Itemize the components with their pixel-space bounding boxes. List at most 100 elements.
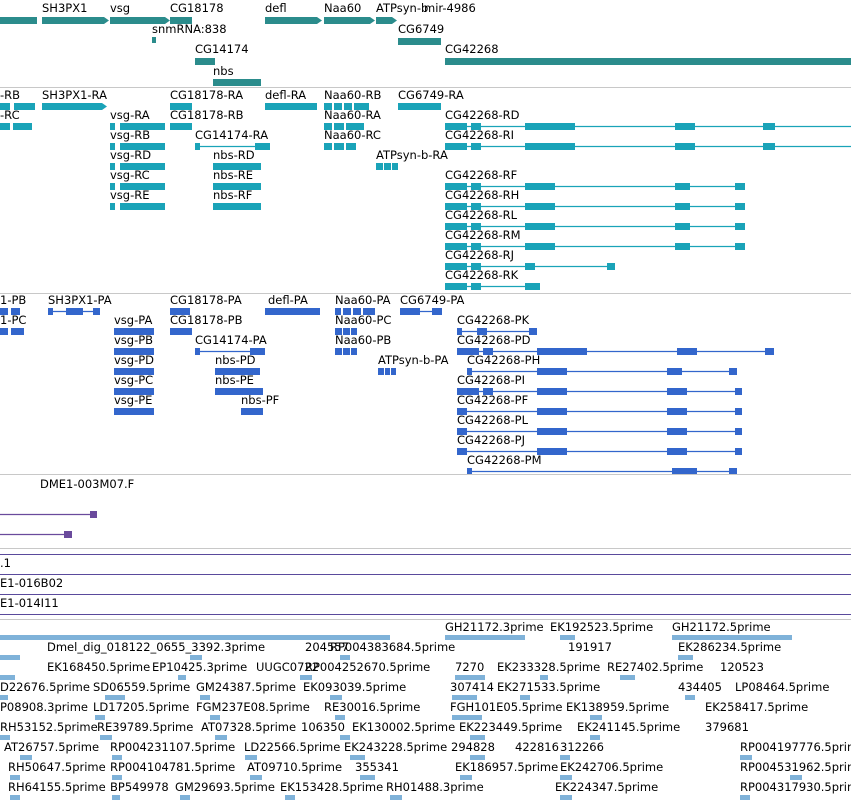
est-alignment[interactable] <box>540 674 556 681</box>
protein-glyph[interactable] <box>457 347 782 356</box>
protein-glyph[interactable] <box>114 347 162 356</box>
protein-glyph[interactable] <box>457 327 545 336</box>
feature-label-rh64155-5prime[interactable]: RH64155.5prime <box>8 780 106 794</box>
feature-label-cg42268-pd[interactable]: CG42268-PD <box>457 333 531 347</box>
est-alignment[interactable] <box>300 674 320 681</box>
feature-label-ld17205-5prime[interactable]: LD17205.5prime <box>93 700 190 714</box>
feature-label-re27402-5prime[interactable]: RE27402.5prime <box>607 660 704 674</box>
feature-label-rp004197776-5prime[interactable]: RP004197776.5prime <box>740 740 851 754</box>
feature-label-at07328-5prime[interactable]: AT07328.5prime <box>201 720 297 734</box>
feature-label-lp08464-5prime[interactable]: LP08464.5prime <box>735 680 830 694</box>
feature-label-bp549978[interactable]: BP549978 <box>110 780 169 794</box>
gene-bar[interactable] <box>0 16 45 25</box>
est-alignment[interactable] <box>95 714 113 721</box>
transcript-glyph[interactable] <box>445 142 851 151</box>
feature-label-106350[interactable]: 106350 <box>301 720 345 734</box>
transcript-glyph[interactable] <box>195 142 278 151</box>
est-alignment[interactable] <box>178 674 194 681</box>
feature-label-312266[interactable]: 312266 <box>560 740 604 754</box>
transcript-glyph[interactable] <box>376 162 406 171</box>
feature-label-defl-ra[interactable]: defl-RA <box>265 88 307 102</box>
est-alignment[interactable] <box>590 734 608 741</box>
gene-bar[interactable] <box>152 36 164 44</box>
feature-label-ek168450-5prime[interactable]: EK168450.5prime <box>47 660 151 674</box>
est-alignment[interactable] <box>210 714 228 721</box>
feature-label-cg42268-ph[interactable]: CG42268-PH <box>467 353 541 367</box>
gene-bar[interactable] <box>398 37 449 46</box>
feature-label-ek153428-5prime[interactable]: EK153428.5prime <box>280 780 384 794</box>
feature-label-cg42268-pi[interactable]: CG42268-PI <box>457 373 526 387</box>
est-alignment[interactable] <box>360 774 383 781</box>
est-alignment[interactable] <box>470 754 493 761</box>
transcript-glyph[interactable] <box>445 242 753 251</box>
feature-label-204557[interactable]: 204557 <box>305 640 349 654</box>
protein-glyph[interactable] <box>170 307 198 316</box>
feature-label-307414[interactable]: 307414 <box>450 680 494 694</box>
est-alignment[interactable] <box>340 654 358 661</box>
gene-bar[interactable] <box>110 16 173 25</box>
est-alignment[interactable] <box>470 734 493 741</box>
feature-label-cg14174-pa[interactable]: CG14174-PA <box>195 333 267 347</box>
est-alignment[interactable] <box>340 734 358 741</box>
cdna-alignment[interactable] <box>0 530 80 539</box>
feature-label-vsg-pe[interactable]: vsg-PE <box>114 393 153 407</box>
feature-label-rh53152-5prime[interactable]: RH53152.5prime <box>0 720 98 734</box>
feature-label-vsg-rb[interactable]: vsg-RB <box>110 128 151 142</box>
est-alignment[interactable] <box>390 794 410 801</box>
transcript-glyph[interactable] <box>0 122 40 131</box>
est-alignment[interactable] <box>740 754 760 761</box>
feature-label-1-pc[interactable]: 1-PC <box>0 313 27 327</box>
feature-label-vsg[interactable]: vsg <box>110 1 131 15</box>
protein-glyph[interactable] <box>378 367 404 376</box>
feature-label-re39789-5prime[interactable]: RE39789.5prime <box>97 720 194 734</box>
feature-label-atpsyn-b[interactable]: ATPsyn-b <box>376 1 429 15</box>
feature-label-fgh101e05-5prime[interactable]: FGH101E05.5prime <box>450 700 563 714</box>
feature-label-cg6749[interactable]: CG6749 <box>398 22 445 36</box>
est-alignment[interactable] <box>20 754 40 761</box>
feature-label-at09710-5prime[interactable]: AT09710.5prime <box>247 760 343 774</box>
gene-bar[interactable] <box>213 78 269 87</box>
feature-label-dme1-003m07-f[interactable]: DME1-003M07.F <box>40 477 135 491</box>
feature-label-rp004231107-5prime[interactable]: RP004231107.5prime <box>110 740 236 754</box>
feature-label-ek130002-5prime[interactable]: EK130002.5prime <box>352 720 456 734</box>
est-alignment[interactable] <box>285 794 303 801</box>
protein-glyph[interactable] <box>215 367 268 376</box>
feature-label-naa60-rc[interactable]: Naa60-RC <box>324 128 381 142</box>
est-alignment[interactable] <box>620 674 643 681</box>
protein-glyph[interactable] <box>114 367 162 376</box>
feature-label-422816[interactable]: 422816 <box>515 740 559 754</box>
feature-label-gh21172-3prime[interactable]: GH21172.3prime <box>445 620 544 634</box>
transcript-glyph[interactable] <box>213 202 269 211</box>
feature-label-cg14174[interactable]: CG14174 <box>195 42 249 56</box>
feature-label-ek224347-5prime[interactable]: EK224347.5prime <box>555 780 659 794</box>
transcript-glyph[interactable] <box>110 122 173 131</box>
feature-label-naa60[interactable]: Naa60 <box>324 1 362 15</box>
protein-glyph[interactable] <box>114 407 162 416</box>
transcript-glyph[interactable] <box>445 202 753 211</box>
feature-label-nbs-pd[interactable]: nbs-PD <box>215 353 256 367</box>
protein-glyph[interactable] <box>114 387 162 396</box>
feature-label-7270[interactable]: 7270 <box>455 660 485 674</box>
feature-label-gh21172-5prime[interactable]: GH21172.5prime <box>672 620 771 634</box>
est-alignment[interactable] <box>190 654 210 661</box>
feature-label-ek192523-5prime[interactable]: EK192523.5prime <box>550 620 654 634</box>
feature-label-atpsyn-b-pa[interactable]: ATPsyn-b-PA <box>378 353 449 367</box>
protein-glyph[interactable] <box>265 307 328 316</box>
feature-label-nbs-pe[interactable]: nbs-PE <box>215 373 254 387</box>
transcript-glyph[interactable] <box>324 142 364 151</box>
est-alignment[interactable] <box>0 674 23 681</box>
feature-label-ld22566-5prime[interactable]: LD22566.5prime <box>244 740 341 754</box>
est-alignment[interactable] <box>560 634 583 641</box>
feature-label-cg42268[interactable]: CG42268 <box>445 42 499 56</box>
transcript-glyph[interactable] <box>110 142 173 151</box>
transcript-glyph[interactable] <box>445 282 548 291</box>
protein-glyph[interactable] <box>335 347 365 356</box>
est-alignment[interactable] <box>0 694 16 701</box>
transcript-glyph[interactable] <box>265 102 325 111</box>
feature-label-ek241145-5prime[interactable]: EK241145.5prime <box>577 720 681 734</box>
transcript-glyph[interactable] <box>110 162 173 171</box>
bac-clone-line[interactable] <box>0 614 851 615</box>
feature-label-atpsyn-b-ra[interactable]: ATPsyn-b-RA <box>376 148 448 162</box>
protein-glyph[interactable] <box>467 367 745 376</box>
protein-glyph[interactable] <box>48 307 108 316</box>
